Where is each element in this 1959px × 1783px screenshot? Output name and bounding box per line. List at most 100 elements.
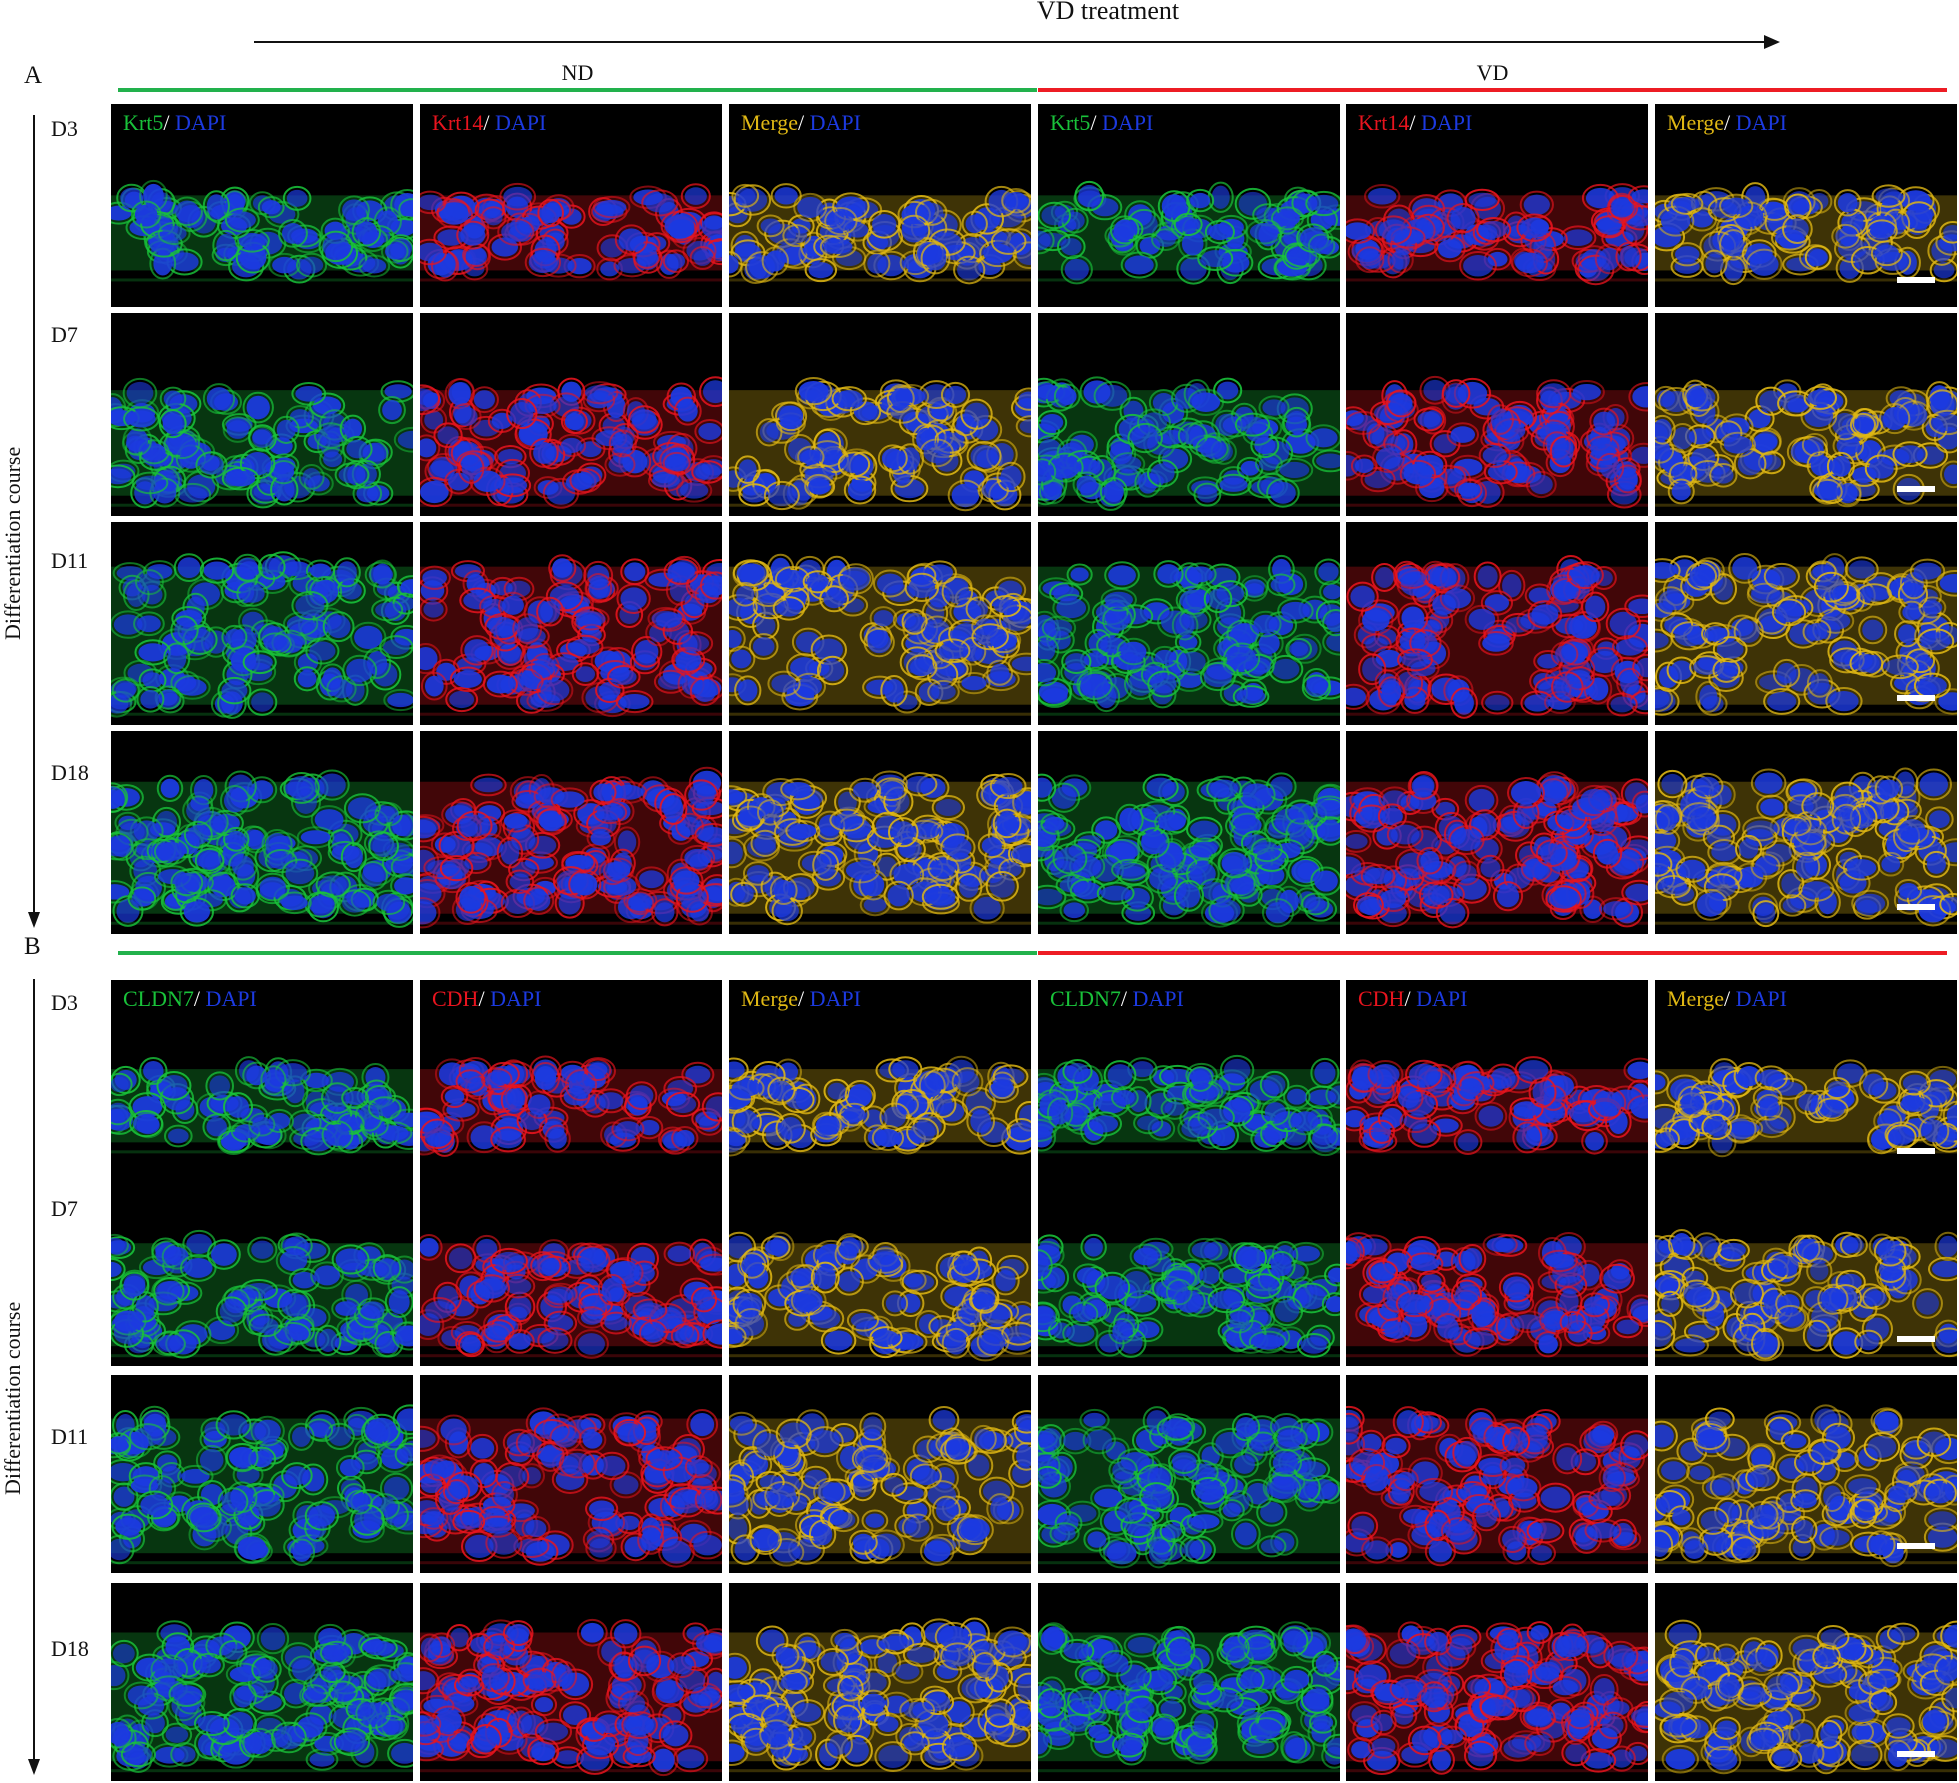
- scale-bar: [1897, 695, 1935, 701]
- micrograph-tile: [1038, 1375, 1340, 1573]
- micrograph-tile: [420, 1168, 722, 1366]
- micrograph-tile: [111, 1168, 413, 1366]
- micrograph-tile: [111, 1583, 413, 1781]
- channel-label: CDH/ DAPI: [1358, 986, 1467, 1012]
- dapi-name: DAPI: [809, 110, 861, 135]
- label-separator: /: [1724, 110, 1736, 135]
- scale-bar: [1897, 1148, 1935, 1154]
- fluorescence-image: [1038, 1233, 1340, 1358]
- differentiation-course-label: Differentiation course: [0, 446, 25, 640]
- micrograph-tile: Merge/ DAPI: [729, 104, 1031, 307]
- micrograph-tile: [1038, 522, 1340, 725]
- micrograph-tile: Merge/ DAPI: [729, 980, 1031, 1178]
- fluorescence-image: [1346, 183, 1648, 286]
- fluorescence-image: [729, 1055, 1031, 1157]
- dapi-name: DAPI: [174, 110, 227, 135]
- label-separator: /: [798, 986, 810, 1011]
- fluorescence-image: [1346, 375, 1648, 509]
- micrograph-tile: Merge/ DAPI: [1655, 980, 1957, 1178]
- day-label: D7: [51, 322, 78, 347]
- micrograph-tile: [1346, 522, 1648, 725]
- channel-label: Merge/ DAPI: [741, 110, 861, 136]
- fluorescence-image: [1038, 376, 1340, 511]
- fluorescence-image: [1655, 182, 1957, 286]
- dapi-name: DAPI: [490, 986, 542, 1011]
- fluorescence-image: [729, 1231, 1031, 1362]
- label-separator: /: [163, 110, 175, 135]
- fluorescence-image: [111, 769, 413, 928]
- fluorescence-image: [1346, 554, 1648, 719]
- day-label: D11: [51, 548, 89, 573]
- micrograph-tile: [1346, 313, 1648, 516]
- dapi-name: DAPI: [494, 110, 547, 135]
- scale-bar: [1897, 904, 1935, 910]
- label-separator: /: [1090, 110, 1102, 135]
- micrograph-tile: Krt5/ DAPI: [1038, 104, 1340, 307]
- fluorescence-image: [1655, 767, 1957, 928]
- marker-name: Merge: [741, 986, 799, 1011]
- fluorescence-image: [1655, 379, 1957, 508]
- micrograph-tile: [729, 1168, 1031, 1366]
- dapi-name: DAPI: [1735, 986, 1787, 1011]
- fluorescence-image: [1346, 1621, 1648, 1776]
- day-label: D7: [51, 1196, 78, 1221]
- micrograph-tile: Merge/ DAPI: [1655, 104, 1957, 307]
- micrograph-tile: [1038, 731, 1340, 934]
- label-separator: /: [1404, 986, 1417, 1011]
- micrograph-tile: [111, 313, 413, 516]
- panel-letter: A: [24, 62, 43, 89]
- fluorescence-image: [420, 376, 722, 509]
- fluorescence-image: [1346, 1231, 1648, 1358]
- channel-label: Krt14/ DAPI: [1358, 110, 1472, 136]
- fluorescence-image: [111, 1620, 413, 1773]
- dapi-name: DAPI: [1735, 110, 1787, 135]
- channel-label: CLDN7/ DAPI: [1050, 986, 1184, 1012]
- marker-name: Krt14: [1358, 110, 1410, 135]
- channel-label: Merge/ DAPI: [1667, 986, 1787, 1012]
- day-label: D3: [51, 990, 78, 1015]
- micrograph-tile: [1346, 731, 1648, 934]
- panel-letter: B: [24, 933, 41, 960]
- fluorescence-image: [1038, 180, 1340, 285]
- group-label: ND: [561, 60, 594, 85]
- fluorescence-image: [420, 182, 722, 282]
- micrograph-tile: [111, 1375, 413, 1573]
- channel-label: Krt5/ DAPI: [123, 110, 226, 136]
- scale-bar: [1897, 486, 1935, 492]
- fluorescence-image: [111, 1404, 413, 1566]
- label-separator: /: [1724, 986, 1736, 1011]
- dapi-name: DAPI: [1420, 110, 1473, 135]
- micrograph-tile: [729, 313, 1031, 516]
- fluorescence-image: [1038, 554, 1340, 716]
- micrograph-tile: [1038, 1168, 1340, 1366]
- micrograph-tile: CDH/ DAPI: [420, 980, 722, 1178]
- fluorescence-image: [420, 766, 722, 929]
- micrograph-tile: CLDN7/ DAPI: [111, 980, 413, 1178]
- micrograph-tile: [420, 1375, 722, 1573]
- channel-label: Krt5/ DAPI: [1050, 110, 1153, 136]
- micrograph-tile: [1038, 1583, 1340, 1781]
- micrograph-tile: [111, 731, 413, 934]
- differentiation-arrow: [28, 115, 40, 928]
- marker-name: CLDN7: [1050, 986, 1121, 1011]
- differentiation-course-label: Differentiation course: [0, 1301, 25, 1495]
- dapi-name: DAPI: [205, 986, 257, 1011]
- fluorescence-image: [729, 183, 1031, 285]
- marker-name: Merge: [1667, 986, 1725, 1011]
- treatment-arrow-label: VD treatment: [1036, 0, 1180, 25]
- fluorescence-image: [1655, 1619, 1957, 1775]
- scale-bar: [1897, 1751, 1935, 1757]
- scale-bar: [1897, 1336, 1935, 1342]
- differentiation-arrow: [28, 979, 40, 1775]
- fluorescence-image: [729, 1405, 1031, 1567]
- micrograph-tile: [1655, 1583, 1957, 1781]
- fluorescence-image: [420, 1233, 722, 1359]
- fluorescence-image: [111, 1056, 413, 1156]
- fluorescence-image: [1038, 1054, 1340, 1157]
- label-separator: /: [798, 110, 810, 135]
- channel-label: CDH/ DAPI: [432, 986, 541, 1012]
- day-label: D3: [51, 116, 78, 141]
- dapi-name: DAPI: [1101, 110, 1154, 135]
- dapi-name: DAPI: [809, 986, 861, 1011]
- micrograph-tile: [420, 313, 722, 516]
